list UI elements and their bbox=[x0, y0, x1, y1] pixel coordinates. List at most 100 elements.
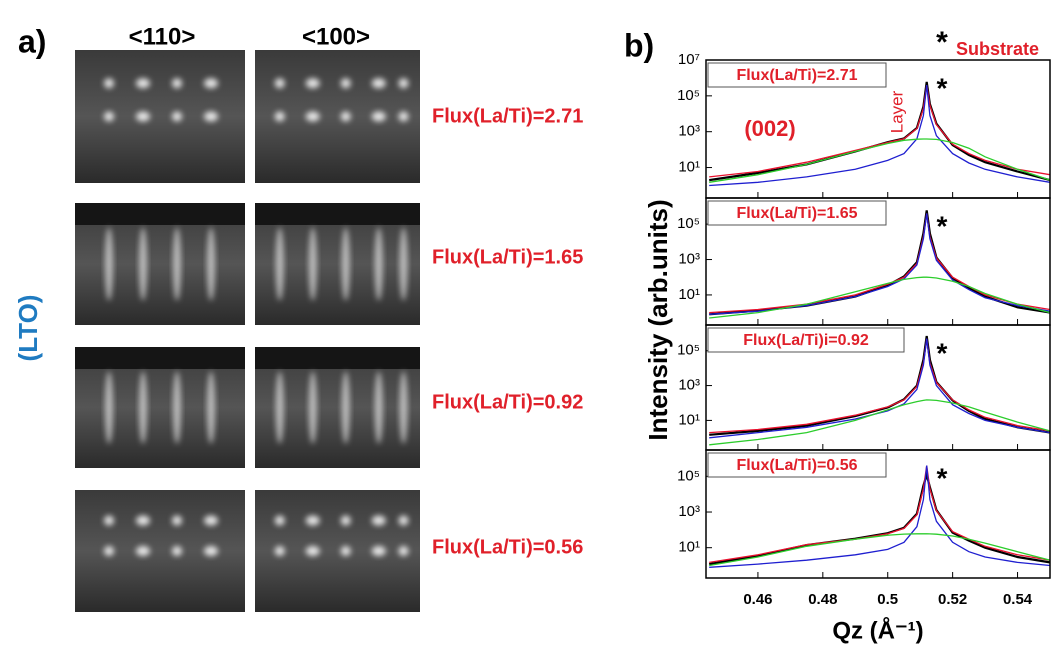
title-box bbox=[707, 327, 905, 353]
y-tick-label: 10¹ bbox=[678, 411, 700, 428]
spot bbox=[398, 515, 409, 526]
x-tick-label: 0.52 bbox=[938, 591, 967, 608]
spot bbox=[305, 78, 320, 89]
y-tick-label: 10³ bbox=[678, 123, 700, 140]
shadow-edge bbox=[75, 347, 245, 369]
y-tick-label: 10³ bbox=[678, 503, 700, 520]
spot bbox=[274, 111, 285, 122]
y-tick-label: 10⁷ bbox=[678, 51, 700, 68]
spot bbox=[104, 78, 114, 89]
row-label: Flux(La/Ti)=1.65 bbox=[432, 246, 583, 268]
streak bbox=[105, 227, 113, 301]
spot bbox=[398, 111, 409, 122]
streak bbox=[207, 227, 215, 301]
shadow-edge bbox=[255, 347, 420, 369]
curve bbox=[709, 338, 1050, 439]
spot bbox=[204, 111, 218, 122]
peak-marker: * bbox=[937, 337, 948, 368]
curve bbox=[709, 213, 1050, 315]
shadow-edge bbox=[75, 203, 245, 225]
y-tick-label: 10⁵ bbox=[677, 87, 700, 104]
spot bbox=[172, 546, 182, 556]
spot bbox=[204, 515, 218, 526]
streak bbox=[139, 227, 147, 301]
spot bbox=[274, 78, 285, 89]
curve bbox=[709, 85, 1050, 187]
spot bbox=[104, 111, 114, 122]
streak bbox=[308, 227, 317, 301]
x-tick-label: 0.46 bbox=[743, 591, 772, 608]
panel-label: a) bbox=[18, 23, 46, 59]
panel-label: b) bbox=[624, 27, 654, 63]
spot bbox=[136, 111, 150, 122]
spot bbox=[172, 78, 182, 89]
title-box bbox=[707, 452, 887, 478]
spot bbox=[340, 111, 351, 122]
spot bbox=[305, 111, 320, 122]
streak bbox=[173, 227, 181, 301]
spot bbox=[398, 78, 409, 89]
title-box bbox=[707, 200, 887, 226]
y-tick-label: 10³ bbox=[678, 377, 700, 394]
spot bbox=[172, 515, 182, 526]
curve bbox=[709, 465, 1050, 564]
x-axis-label: Qz (Å⁻¹) bbox=[832, 616, 923, 644]
substrate-label: Substrate bbox=[956, 39, 1039, 59]
row-label: Flux(La/Ti)=0.92 bbox=[432, 391, 583, 413]
x-tick-label: 0.54 bbox=[1003, 591, 1033, 608]
y-tick-label: 10¹ bbox=[678, 286, 700, 303]
spot bbox=[172, 111, 182, 122]
streak bbox=[275, 371, 284, 444]
y-axis-label: Intensity (arb.units) bbox=[643, 199, 673, 440]
shadow-edge bbox=[255, 203, 420, 225]
streak bbox=[207, 371, 215, 444]
curve bbox=[709, 399, 1050, 446]
title-box bbox=[707, 62, 887, 88]
column-header: <100> bbox=[302, 23, 370, 50]
streak bbox=[173, 371, 181, 444]
curve bbox=[709, 138, 1050, 183]
spot bbox=[371, 546, 386, 556]
streak bbox=[399, 227, 408, 301]
y-tick-label: 10⁵ bbox=[677, 467, 700, 484]
streak bbox=[374, 227, 383, 301]
chart-title: Flux(La/Ti)=0.56 bbox=[736, 457, 857, 474]
chart-title: Flux(La/Ti)i=0.92 bbox=[743, 332, 869, 349]
rheed-images bbox=[75, 50, 420, 612]
spot bbox=[274, 515, 285, 526]
streak bbox=[308, 371, 317, 444]
spot bbox=[136, 78, 150, 89]
spot bbox=[371, 111, 386, 122]
streak bbox=[105, 371, 113, 444]
spot bbox=[340, 515, 351, 526]
streak bbox=[341, 227, 350, 301]
column-header: <110> bbox=[129, 23, 196, 50]
y-tick-label: 10⁵ bbox=[677, 342, 700, 359]
y-tick-label: 10³ bbox=[678, 251, 700, 268]
peak-marker: * bbox=[937, 72, 948, 103]
miller-index: (002) bbox=[744, 116, 795, 141]
streak bbox=[275, 227, 284, 301]
streak bbox=[374, 371, 383, 444]
y-tick-label: 10¹ bbox=[678, 539, 700, 556]
chart-title: Flux(La/Ti)=1.65 bbox=[736, 205, 857, 222]
chart-title: Flux(La/Ti)=2.71 bbox=[736, 67, 857, 84]
spot bbox=[371, 515, 386, 526]
rheed-image bbox=[75, 490, 245, 612]
x-tick-label: 0.5 bbox=[877, 591, 898, 608]
peak-marker: * bbox=[937, 210, 948, 241]
row-label: Flux(La/Ti)=2.71 bbox=[432, 105, 583, 127]
peak-marker: * bbox=[937, 462, 948, 493]
spot bbox=[104, 546, 114, 556]
layer-label: Layer bbox=[887, 90, 906, 133]
y-tick-label: 10⁵ bbox=[677, 215, 700, 232]
curve bbox=[709, 465, 1050, 568]
spot bbox=[204, 78, 218, 89]
x-tick-label: 0.48 bbox=[808, 591, 837, 608]
streak bbox=[399, 371, 408, 444]
spot bbox=[371, 78, 386, 89]
spot bbox=[204, 546, 218, 556]
spot bbox=[305, 546, 320, 556]
row-label: Flux(La/Ti)=0.56 bbox=[432, 536, 583, 558]
